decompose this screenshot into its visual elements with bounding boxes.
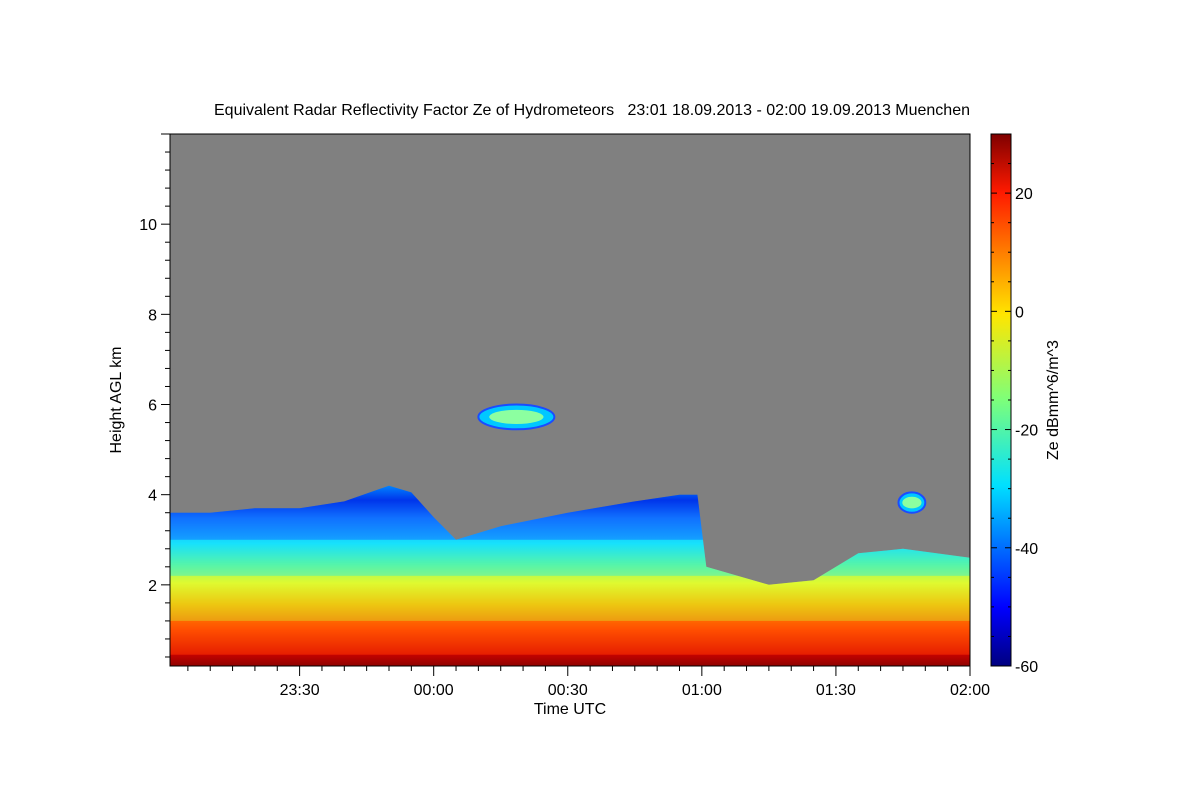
- x-axis-label: Time UTC: [534, 701, 606, 718]
- elevated-echo-core: [902, 496, 922, 509]
- reflectivity-band: [170, 575, 970, 621]
- chart-title: Equivalent Radar Reflectivity Factor Ze …: [214, 102, 970, 119]
- colorbar-tick-label: -20: [1015, 423, 1038, 440]
- colorbar-tick-label: -60: [1015, 659, 1038, 676]
- x-tick-label: 01:00: [682, 682, 722, 699]
- x-tick-label: 00:00: [414, 682, 454, 699]
- plot-frame: [169, 133, 971, 667]
- x-tick-label: 23:30: [280, 682, 320, 699]
- colorbar-tick-label: 20: [1015, 186, 1033, 203]
- x-axis: 23:30 00:00 00:30 01:00 01:30 02:00: [187, 666, 990, 699]
- y-tick-label: 2: [148, 578, 157, 595]
- x-tick-label: 00:30: [548, 682, 588, 699]
- colorbar-tick-label: -40: [1015, 541, 1038, 558]
- colorbar-tick-label: 0: [1015, 304, 1024, 321]
- y-tick-label: 10: [139, 217, 157, 234]
- y-axis-label: Height AGL km: [108, 346, 125, 453]
- echo-column: [170, 485, 970, 666]
- reflectivity-band: [170, 654, 970, 666]
- reflectivity-band: [170, 620, 970, 655]
- y-tick-label: 6: [148, 398, 157, 415]
- colorbar-ticks: -60 -40 -20 0 20: [991, 133, 1038, 676]
- x-tick-label: 02:00: [950, 682, 990, 699]
- y-tick-label: 4: [148, 488, 157, 505]
- elevated-echo-core: [489, 409, 544, 424]
- x-tick-label: 01:30: [816, 682, 856, 699]
- y-tick-label: 8: [148, 307, 157, 324]
- y-axis: 2 4 6 8 10: [139, 133, 170, 658]
- colorbar-label: Ze dBmm^6/m^3: [1045, 340, 1062, 460]
